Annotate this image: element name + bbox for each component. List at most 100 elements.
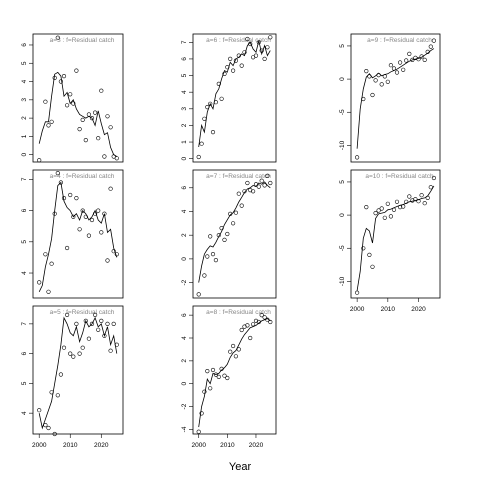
observed-point — [355, 155, 360, 160]
observed-point — [208, 234, 213, 239]
y-tick-label: 1 — [21, 134, 28, 138]
observed-point — [52, 431, 57, 437]
observed-point — [251, 322, 256, 327]
observed-point — [216, 81, 221, 86]
observed-point — [268, 35, 273, 40]
observed-point — [199, 411, 204, 416]
y-tick-label: 0 — [339, 213, 346, 217]
observed-point — [208, 386, 213, 391]
observed-point — [239, 327, 244, 333]
observed-point — [99, 88, 104, 93]
observed-point — [225, 65, 230, 70]
observed-point — [425, 195, 430, 200]
observed-point — [242, 189, 247, 194]
observed-point — [373, 78, 378, 83]
observed-point — [202, 389, 207, 394]
observed-point — [61, 345, 67, 350]
observed-point — [407, 194, 412, 199]
observed-point — [431, 38, 437, 43]
observed-point — [37, 280, 42, 285]
observed-point — [216, 233, 221, 238]
observed-point — [422, 57, 427, 63]
observed-point — [92, 312, 98, 318]
observed-point — [256, 40, 261, 45]
observed-point — [52, 75, 57, 80]
observed-point — [61, 73, 67, 79]
y-tick-label: 4 — [181, 336, 188, 340]
observed-point — [239, 203, 244, 208]
model-series-line — [38, 71, 118, 157]
observed-point — [68, 351, 73, 356]
observed-point — [99, 318, 104, 324]
observed-point — [37, 408, 42, 413]
observed-point — [43, 99, 48, 104]
y-tick-label: 2 — [181, 359, 188, 363]
observed-point — [83, 214, 88, 219]
observed-point — [102, 154, 107, 159]
observed-point — [219, 226, 224, 231]
panel-title: a=6 : f=Residual catch — [206, 37, 271, 44]
panel-frame — [32, 33, 124, 163]
panel-title: a=7 : f=Residual catch — [206, 173, 271, 180]
y-tick-label: 0 — [181, 156, 188, 160]
observed-point — [242, 50, 247, 55]
observed-point — [96, 208, 101, 213]
panel-a6: a=6 : f=Residual catch 0 1 2 3 4 5 6 7 — [181, 33, 277, 163]
y-tick-label: 4 — [181, 209, 188, 213]
observed-point — [105, 321, 110, 327]
observed-point — [248, 41, 253, 47]
observed-point — [419, 54, 424, 59]
observed-point — [216, 374, 221, 380]
y-tick-label: 6 — [21, 43, 28, 47]
panel-frame — [350, 169, 441, 299]
observed-point — [86, 233, 91, 238]
observed-point — [265, 317, 270, 322]
observed-point — [111, 321, 116, 327]
observed-point — [61, 196, 67, 201]
observed-point — [43, 252, 48, 257]
observed-point — [108, 348, 113, 353]
observed-point — [364, 68, 369, 74]
observed-point — [96, 327, 101, 332]
y-tick-label: 6 — [181, 313, 188, 317]
observed-point — [199, 141, 204, 146]
observed-point — [228, 349, 233, 354]
observed-point — [68, 92, 73, 97]
y-tick-label: -5 — [339, 245, 346, 251]
observed-point — [55, 171, 60, 176]
observed-point — [55, 393, 60, 398]
observed-point — [407, 51, 412, 57]
y-tick-label: 0 — [21, 152, 28, 156]
observed-point — [251, 189, 256, 194]
model-series-line — [356, 185, 435, 291]
x-tick-label: 2000 — [191, 442, 206, 449]
observed-point — [391, 207, 397, 212]
observed-point — [208, 101, 213, 106]
observed-point — [265, 45, 270, 50]
panel-a4: a=4 : f=Residual catch 4 5 6 7 — [21, 169, 124, 299]
observed-point — [253, 318, 259, 324]
observed-point — [385, 201, 390, 206]
panel-a10: a=10 : f=Residual catch -10 -5 0 5 2000 2010 20… — [339, 169, 441, 313]
observed-point — [388, 63, 394, 68]
panel-frame — [192, 33, 277, 163]
observed-point — [64, 245, 70, 251]
observed-point — [68, 192, 73, 198]
observed-point — [196, 154, 201, 160]
x-axis-label: Year — [229, 461, 252, 473]
observed-point — [89, 115, 95, 121]
observed-point — [245, 180, 250, 186]
observed-point — [202, 273, 207, 278]
observed-point — [213, 100, 218, 105]
panel-frame — [192, 169, 277, 299]
y-tick-label: 5 — [339, 180, 346, 184]
y-tick-label: 0 — [339, 77, 346, 81]
observed-point — [71, 101, 76, 106]
observed-point — [367, 74, 372, 79]
observed-point — [231, 221, 236, 226]
observed-point — [231, 68, 236, 73]
observed-point — [111, 154, 116, 159]
y-tick-label: 5 — [21, 61, 28, 65]
y-tick-label: 1 — [181, 140, 188, 144]
observed-point — [413, 197, 418, 202]
